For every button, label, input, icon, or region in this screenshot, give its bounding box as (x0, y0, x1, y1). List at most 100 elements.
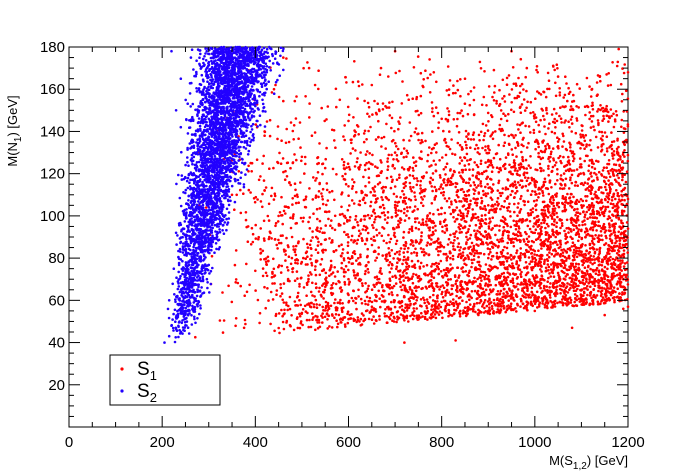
s1-point (507, 236, 510, 240)
s1-point (552, 300, 556, 304)
s1-point (300, 312, 304, 316)
s1-point (344, 172, 347, 176)
s1-point (328, 269, 332, 272)
s1-point (445, 224, 449, 227)
s1-point (550, 252, 554, 256)
s1-point (251, 240, 255, 244)
s1-point (575, 255, 579, 259)
s1-point (312, 303, 316, 306)
s1-point (317, 240, 320, 244)
s1-point (613, 178, 617, 182)
s1-point (419, 111, 423, 115)
s1-point (581, 223, 584, 227)
s1-point (465, 283, 469, 286)
s1-point (504, 257, 508, 260)
s1-point (342, 135, 345, 138)
s1-point (457, 131, 461, 134)
s1-point (561, 145, 564, 148)
s1-point (510, 133, 513, 137)
s1-point (374, 310, 378, 313)
s1-point (603, 185, 607, 189)
s1-point (603, 257, 607, 261)
s1-point (527, 183, 531, 186)
s1-point (462, 178, 466, 182)
s1-point (403, 288, 407, 292)
s1-point (510, 258, 513, 261)
s1-point (444, 306, 447, 310)
s1-point (390, 286, 394, 289)
s1-point (519, 247, 522, 250)
s1-point (472, 192, 476, 196)
s1-point (487, 211, 491, 214)
s1-point (279, 162, 283, 165)
s1-point (612, 140, 616, 143)
s1-point (335, 173, 338, 176)
s1-point (384, 308, 387, 311)
s1-point (608, 190, 612, 193)
s1-point (275, 289, 279, 292)
s1-point (390, 126, 393, 130)
s1-point (612, 150, 616, 153)
s1-point (302, 237, 305, 241)
s1-point (495, 256, 499, 260)
s1-point (595, 210, 599, 213)
s1-point (452, 210, 455, 213)
s1-point (442, 129, 445, 133)
s1-point (435, 151, 438, 154)
s1-point (398, 122, 401, 125)
s1-point (348, 219, 351, 222)
s1-point (544, 289, 547, 292)
s1-point (467, 188, 471, 192)
s1-point (375, 200, 378, 204)
s1-point (602, 205, 605, 208)
s1-point (567, 231, 570, 234)
s1-point (535, 253, 539, 257)
s1-point (554, 182, 557, 186)
s1-point (344, 76, 347, 79)
s1-point (483, 277, 487, 281)
s1-point (405, 272, 408, 275)
s1-point (449, 300, 452, 304)
s1-point (511, 277, 515, 281)
s1-point (414, 127, 418, 130)
s1-point (551, 212, 554, 215)
s1-point (546, 306, 549, 310)
s1-point (515, 261, 518, 265)
s1-point (589, 148, 593, 152)
s1-point (265, 274, 269, 278)
s1-point (552, 157, 555, 160)
s1-point (589, 227, 592, 231)
s1-point (512, 219, 515, 223)
s1-point (615, 169, 618, 172)
s1-point (363, 129, 367, 133)
s1-point (603, 226, 607, 229)
s1-point (394, 242, 398, 246)
s1-point (530, 251, 534, 255)
s1-point (582, 171, 585, 175)
s1-point (553, 209, 556, 213)
s1-point (323, 166, 327, 170)
s1-point (254, 223, 257, 227)
s1-point (509, 280, 513, 284)
s1-point (399, 209, 403, 213)
s1-point (455, 217, 458, 221)
s1-point (295, 158, 298, 162)
s1-point (597, 107, 600, 111)
s1-point (472, 98, 476, 102)
s1-point (472, 181, 476, 184)
s1-point (559, 292, 562, 295)
s1-point (334, 298, 337, 301)
s1-point (394, 214, 398, 218)
s1-point (314, 194, 318, 197)
s1-point (370, 308, 374, 312)
s1-point (573, 208, 576, 211)
s1-point (579, 245, 583, 249)
s1-point (582, 287, 586, 290)
s1-point (347, 194, 350, 197)
s1-point (547, 211, 551, 214)
s1-point (583, 105, 587, 108)
s1-point (467, 163, 471, 166)
s1-point (321, 312, 325, 315)
s1-point (558, 114, 561, 118)
s1-point (348, 280, 351, 284)
